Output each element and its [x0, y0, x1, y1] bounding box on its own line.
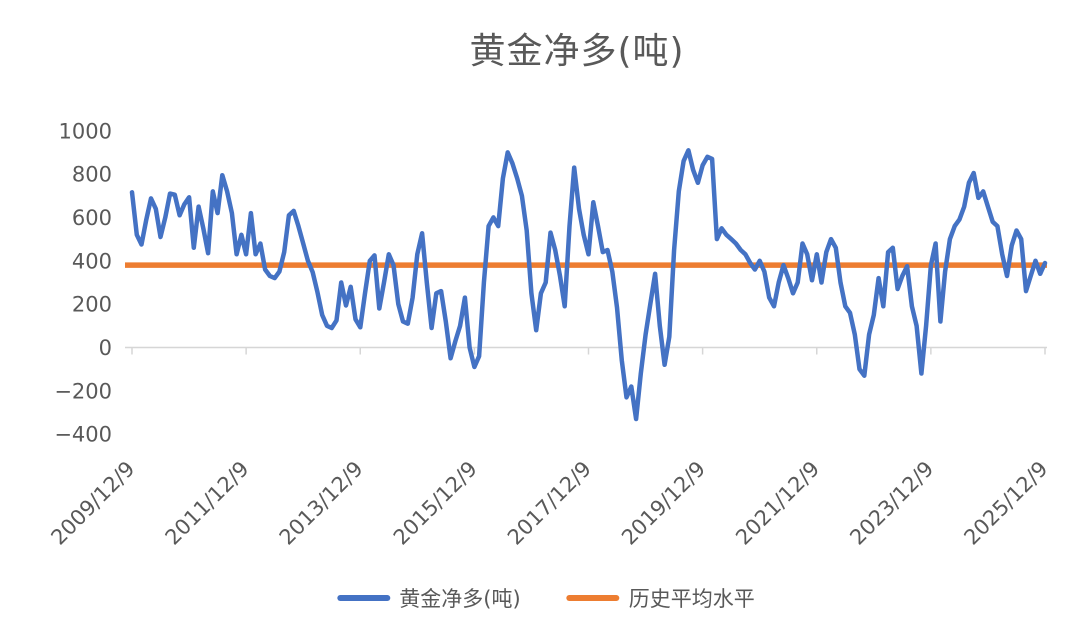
legend-label-gold-net-long: 黄金净多(吨) — [399, 587, 521, 611]
x-axis-tick-label: 2021/12/9 — [731, 457, 824, 550]
y-axis-tick-label: 1000 — [59, 119, 112, 143]
legend-label-historical-average: 历史平均水平 — [628, 587, 755, 611]
x-axis-tick-label: 2015/12/9 — [389, 457, 482, 550]
x-axis-tick-label: 2009/12/9 — [46, 457, 139, 550]
legend-item-historical-average: 历史平均水平 — [566, 583, 755, 613]
y-axis-tick-label: −400 — [54, 423, 112, 447]
x-axis-tick-label: 2017/12/9 — [503, 457, 596, 550]
gold-net-long-line-swatch — [337, 595, 391, 601]
y-axis-labels: 1000 800 600 400 200 0 −200 −400 — [54, 119, 112, 446]
x-axis-tick-label: 2025/12/9 — [959, 457, 1052, 550]
y-axis-tick-label: 800 — [72, 163, 112, 187]
x-axis-labels: 2009/12/9 2011/12/9 2013/12/9 2015/12/9 2017… — [46, 457, 1052, 550]
historical-average-line-swatch — [566, 595, 620, 601]
x-axis-tick-label: 2019/12/9 — [617, 457, 710, 550]
y-axis-tick-label: 0 — [99, 336, 112, 360]
x-axis-tick-label: 2011/12/9 — [161, 457, 254, 550]
x-axis-tick-label: 2023/12/9 — [845, 457, 938, 550]
legend-item-gold-net-long: 黄金净多(吨) — [337, 583, 521, 613]
x-axis — [125, 346, 1047, 355]
y-axis-tick-label: 400 — [72, 249, 112, 273]
y-axis-tick-label: −200 — [54, 379, 112, 403]
legend: 黄金净多(吨) 历史平均水平 — [337, 583, 755, 613]
y-axis-tick-label: 200 — [72, 293, 112, 317]
y-axis-tick-label: 600 — [72, 206, 112, 230]
gold-net-long-line — [129, 148, 1048, 422]
chart-title: 黄金净多(吨) — [469, 31, 685, 72]
series-line — [129, 148, 1048, 422]
x-axis-tick-label: 2013/12/9 — [275, 457, 368, 550]
